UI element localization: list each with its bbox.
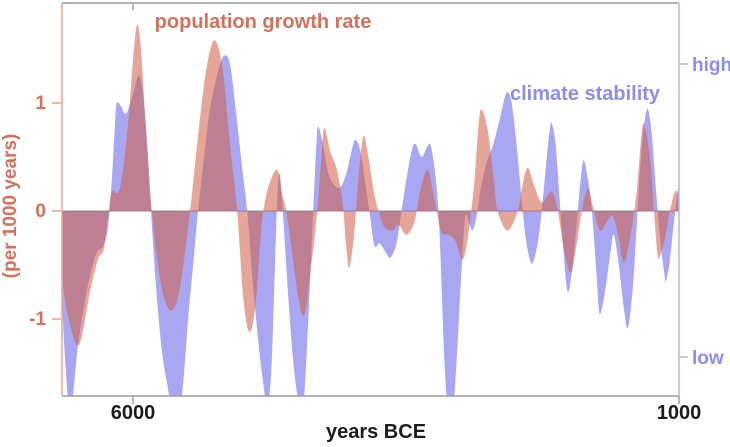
y-tick-label-1: 1: [35, 93, 46, 114]
climate-series-label: climate stability: [510, 83, 661, 105]
right-axis-label-high: high: [692, 55, 730, 76]
population-series-label: population growth rate: [155, 11, 372, 33]
right-axis-label-low: low: [692, 348, 724, 369]
y-tick-label-0: 0: [35, 201, 46, 222]
plot-area: [62, 24, 679, 396]
y-tick-label-neg1: -1: [29, 309, 46, 330]
x-axis-title: years BCE: [326, 421, 426, 443]
population-growth-area: [62, 24, 679, 346]
x-tick-label-6000: 6000: [111, 402, 156, 424]
x-tick-label-1000: 1000: [657, 402, 702, 424]
y-axis-title: (per 1000 years): [0, 134, 21, 279]
